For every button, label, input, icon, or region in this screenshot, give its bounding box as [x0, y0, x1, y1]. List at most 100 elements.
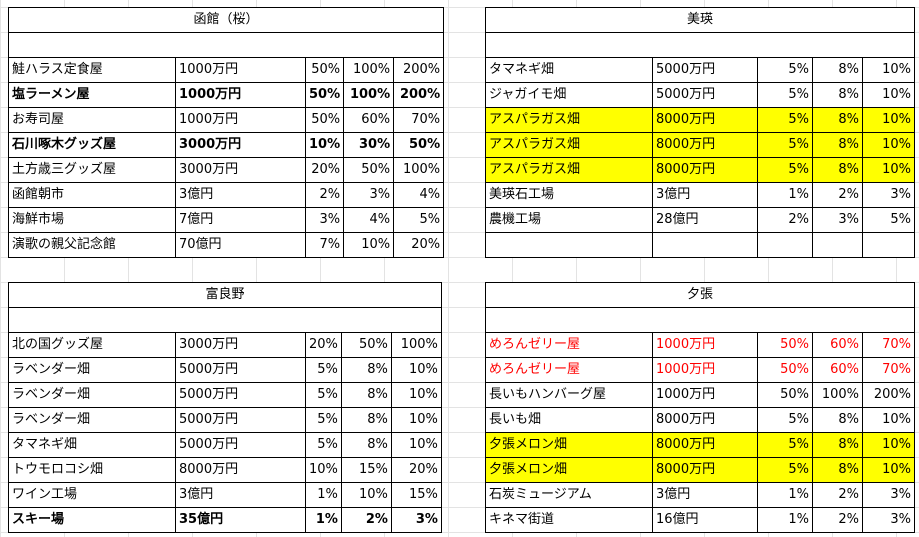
price-cell[interactable]: 3000万円 [175, 157, 306, 183]
rate-level1-cell[interactable]: 1% [757, 182, 813, 208]
price-cell[interactable]: 1000万円 [175, 107, 306, 133]
item-name-cell[interactable]: 演歌の親父記念館 [8, 232, 176, 258]
rate-level1-cell[interactable]: 20% [305, 332, 342, 358]
rate-level3-cell[interactable]: 10% [390, 407, 442, 433]
price-cell[interactable]: 3000万円 [175, 132, 306, 158]
rate-level2-cell[interactable]: 8% [340, 432, 392, 458]
rate-level3-cell[interactable]: 70% [393, 107, 445, 133]
item-name-cell[interactable]: 夕張メロン畑 [485, 457, 653, 483]
price-cell[interactable]: 35億円 [175, 507, 306, 533]
rate-level3-cell[interactable]: 5% [393, 207, 445, 233]
rate-level1-cell[interactable]: 1% [305, 482, 342, 508]
price-cell[interactable]: 7億円 [175, 207, 306, 233]
rate-level1-cell[interactable]: 50% [304, 82, 345, 108]
price-cell[interactable]: 1000万円 [175, 82, 306, 108]
rate-level1-cell[interactable]: 50% [757, 382, 813, 408]
rate-level1-cell[interactable]: 50% [304, 57, 345, 83]
item-name-cell[interactable]: ラベンダー畑 [8, 382, 176, 408]
rate-level1-cell[interactable]: 7% [304, 232, 345, 258]
price-cell[interactable]: 1000万円 [652, 357, 758, 383]
item-name-cell[interactable]: アスパラガス畑 [485, 157, 653, 183]
rate-level3-cell[interactable]: 70% [862, 357, 915, 383]
item-name-cell[interactable]: ジャガイモ畑 [485, 82, 653, 108]
price-cell[interactable]: 1000万円 [652, 382, 758, 408]
rate-level2-cell[interactable]: 8% [812, 132, 863, 158]
rate-level1-cell[interactable]: 2% [757, 207, 813, 233]
rate-level1-cell[interactable]: 5% [757, 432, 813, 458]
rate-level3-cell[interactable]: 70% [862, 332, 915, 358]
rate-level1-cell[interactable]: 50% [757, 332, 813, 358]
rate-level2-cell[interactable]: 8% [340, 407, 392, 433]
rate-level2-cell[interactable]: 8% [812, 57, 863, 83]
rate-level1-cell[interactable]: 5% [757, 57, 813, 83]
rate-level2-cell[interactable]: 8% [812, 107, 863, 133]
rate-level2-cell[interactable]: 8% [812, 432, 863, 458]
rate-level2-cell[interactable]: 50% [340, 332, 392, 358]
rate-level2-cell[interactable] [812, 232, 863, 258]
rate-level3-cell[interactable]: 20% [393, 232, 445, 258]
item-name-cell[interactable]: キネマ街道 [485, 507, 653, 533]
blank-row[interactable] [7, 32, 445, 58]
rate-level2-cell[interactable]: 50% [343, 157, 395, 183]
rate-level2-cell[interactable]: 15% [340, 457, 392, 483]
rate-level2-cell[interactable]: 4% [343, 207, 395, 233]
item-name-cell[interactable]: ラベンダー畑 [8, 407, 176, 433]
item-name-cell[interactable]: ラベンダー畑 [8, 357, 176, 383]
rate-level1-cell[interactable]: 20% [304, 157, 345, 183]
rate-level2-cell[interactable]: 2% [340, 507, 392, 533]
item-name-cell[interactable]: お寿司屋 [8, 107, 176, 133]
blank-row[interactable] [8, 307, 442, 333]
rate-level3-cell[interactable]: 4% [393, 182, 445, 208]
rate-level3-cell[interactable]: 200% [393, 57, 445, 83]
item-name-cell[interactable]: 塩ラーメン屋 [8, 82, 176, 108]
rate-level3-cell[interactable]: 10% [862, 132, 915, 158]
rate-level2-cell[interactable]: 2% [812, 507, 863, 533]
rate-level2-cell[interactable]: 100% [812, 382, 863, 408]
rate-level2-cell[interactable]: 100% [343, 82, 395, 108]
price-cell[interactable]: 8000万円 [652, 407, 758, 433]
price-cell[interactable]: 5000万円 [175, 407, 306, 433]
price-cell[interactable]: 8000万円 [652, 132, 758, 158]
rate-level1-cell[interactable]: 5% [757, 407, 813, 433]
rate-level3-cell[interactable]: 3% [862, 482, 915, 508]
item-name-cell[interactable]: アスパラガス畑 [485, 132, 653, 158]
item-name-cell[interactable]: 美瑛石工場 [485, 182, 653, 208]
rate-level3-cell[interactable]: 10% [862, 82, 915, 108]
rate-level2-cell[interactable]: 60% [812, 357, 863, 383]
rate-level3-cell[interactable]: 50% [393, 132, 445, 158]
price-cell[interactable] [652, 232, 758, 258]
rate-level1-cell[interactable]: 5% [305, 432, 342, 458]
rate-level1-cell[interactable]: 5% [757, 457, 813, 483]
rate-level2-cell[interactable]: 2% [812, 182, 863, 208]
block-title[interactable]: 美瑛 [485, 7, 915, 33]
rate-level3-cell[interactable]: 100% [393, 157, 445, 183]
rate-level1-cell[interactable]: 3% [304, 207, 345, 233]
rate-level3-cell[interactable]: 10% [862, 107, 915, 133]
item-name-cell[interactable]: アスパラガス畑 [485, 107, 653, 133]
item-name-cell[interactable]: めろんゼリー屋 [485, 357, 653, 383]
rate-level3-cell[interactable]: 200% [862, 382, 915, 408]
rate-level3-cell[interactable]: 200% [393, 82, 445, 108]
rate-level3-cell[interactable]: 5% [862, 207, 915, 233]
item-name-cell[interactable]: タマネギ畑 [8, 432, 176, 458]
rate-level1-cell[interactable]: 5% [757, 107, 813, 133]
rate-level2-cell[interactable]: 3% [812, 207, 863, 233]
price-cell[interactable]: 3億円 [652, 182, 758, 208]
item-name-cell[interactable]: スキー場 [8, 507, 176, 533]
rate-level2-cell[interactable]: 8% [340, 382, 392, 408]
rate-level3-cell[interactable]: 10% [862, 157, 915, 183]
rate-level2-cell[interactable]: 10% [343, 232, 395, 258]
rate-level3-cell[interactable]: 10% [862, 457, 915, 483]
price-cell[interactable]: 5000万円 [652, 82, 758, 108]
rate-level1-cell[interactable]: 5% [305, 382, 342, 408]
item-name-cell[interactable]: 鮭ハラス定食屋 [8, 57, 176, 83]
item-name-cell[interactable]: タマネギ畑 [485, 57, 653, 83]
rate-level2-cell[interactable]: 8% [812, 157, 863, 183]
block-title[interactable]: 夕張 [485, 282, 915, 308]
price-cell[interactable]: 5000万円 [652, 57, 758, 83]
price-cell[interactable]: 16億円 [652, 507, 758, 533]
rate-level1-cell[interactable] [757, 232, 813, 258]
rate-level2-cell[interactable]: 100% [343, 57, 395, 83]
rate-level2-cell[interactable]: 30% [343, 132, 395, 158]
blank-row[interactable] [485, 307, 915, 333]
